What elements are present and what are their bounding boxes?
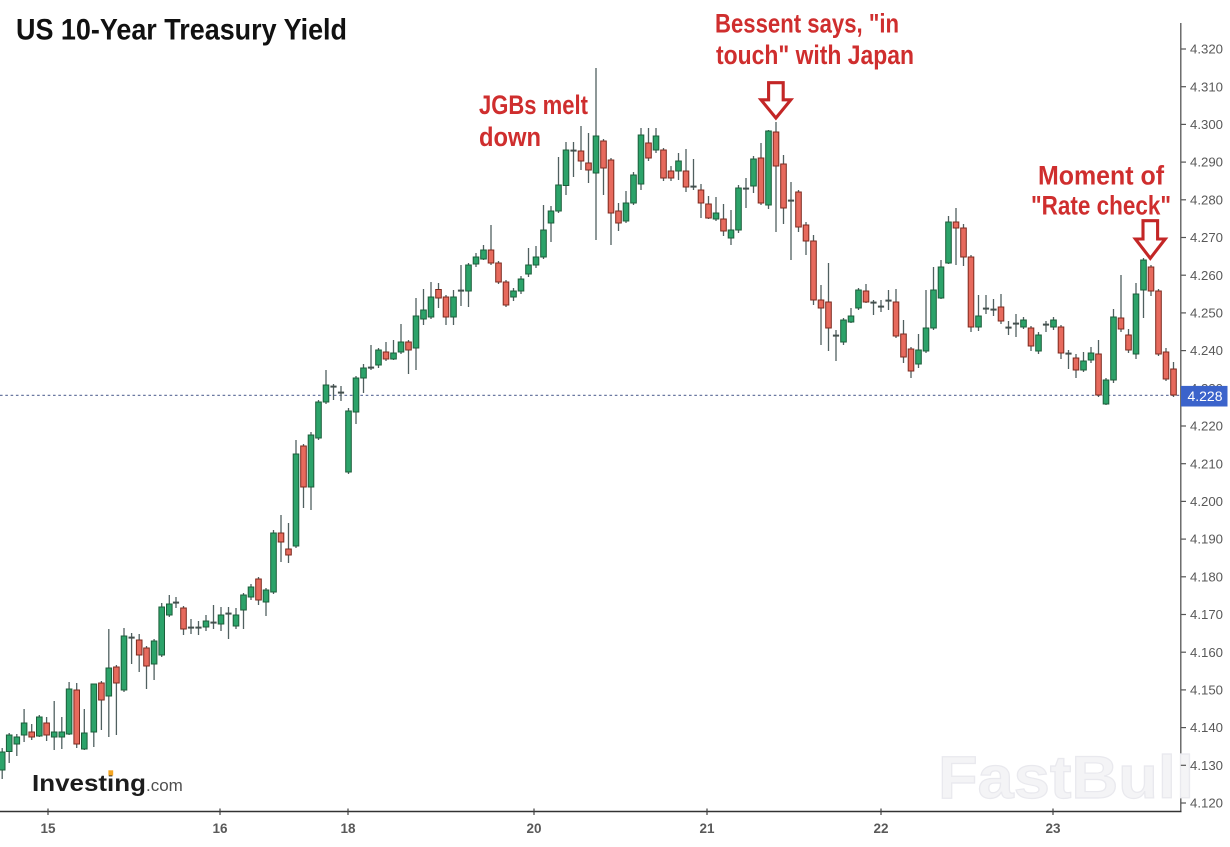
svg-text:20: 20 xyxy=(526,821,541,836)
svg-text:4.160: 4.160 xyxy=(1190,645,1223,660)
svg-text:4.320: 4.320 xyxy=(1190,42,1223,57)
svg-text:Moment of: Moment of xyxy=(1038,161,1165,191)
svg-text:4.240: 4.240 xyxy=(1190,343,1223,358)
svg-text:4.310: 4.310 xyxy=(1190,79,1223,94)
svg-text:4.210: 4.210 xyxy=(1190,456,1223,471)
svg-text:4.180: 4.180 xyxy=(1190,569,1223,584)
svg-text:4.260: 4.260 xyxy=(1190,268,1223,283)
svg-text:4.220: 4.220 xyxy=(1190,419,1223,434)
svg-text:4.270: 4.270 xyxy=(1190,230,1223,245)
svg-text:Bessent says, "in: Bessent says, "in xyxy=(715,9,899,39)
svg-text:18: 18 xyxy=(340,821,356,836)
svg-text:JGBs melt: JGBs melt xyxy=(479,90,588,120)
svg-text:15: 15 xyxy=(40,821,56,836)
svg-text:touch" with Japan: touch" with Japan xyxy=(716,40,914,70)
svg-text:4.130: 4.130 xyxy=(1190,758,1223,773)
svg-text:.com: .com xyxy=(146,776,183,795)
svg-text:Investing: Investing xyxy=(32,770,146,796)
svg-text:4.280: 4.280 xyxy=(1190,192,1223,207)
svg-text:21: 21 xyxy=(699,821,715,836)
svg-text:4.228: 4.228 xyxy=(1187,388,1222,404)
svg-text:"Rate check": "Rate check" xyxy=(1031,191,1171,221)
svg-text:16: 16 xyxy=(212,821,228,836)
svg-text:22: 22 xyxy=(873,821,888,836)
svg-text:4.120: 4.120 xyxy=(1190,796,1223,811)
svg-text:23: 23 xyxy=(1045,821,1061,836)
svg-text:4.290: 4.290 xyxy=(1190,155,1223,170)
svg-text:4.140: 4.140 xyxy=(1190,720,1223,735)
svg-text:down: down xyxy=(479,122,541,152)
svg-text:4.170: 4.170 xyxy=(1190,607,1223,622)
svg-text:4.200: 4.200 xyxy=(1190,494,1223,509)
svg-text:4.250: 4.250 xyxy=(1190,306,1223,321)
svg-text:4.190: 4.190 xyxy=(1190,532,1223,547)
svg-text:US 10-Year Treasury Yield: US 10-Year Treasury Yield xyxy=(16,14,347,47)
svg-text:FastBull: FastBull xyxy=(938,744,1194,811)
svg-text:4.150: 4.150 xyxy=(1190,683,1223,698)
svg-text:4.300: 4.300 xyxy=(1190,117,1223,132)
